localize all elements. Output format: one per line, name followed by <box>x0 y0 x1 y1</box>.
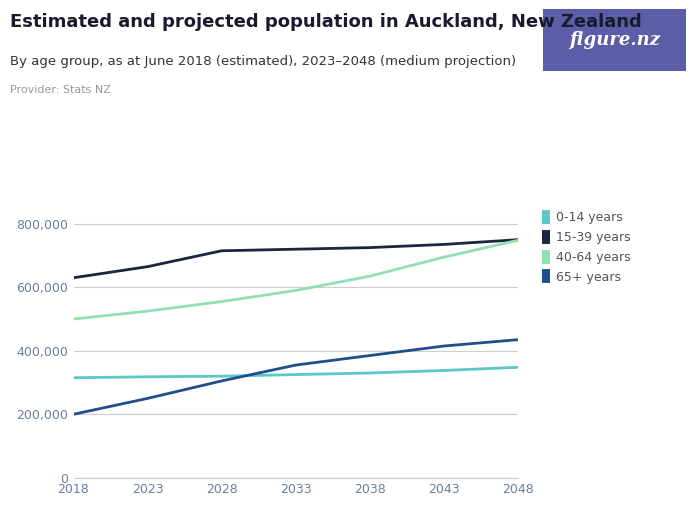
Legend: 0-14 years, 15-39 years, 40-64 years, 65+ years: 0-14 years, 15-39 years, 40-64 years, 65… <box>542 211 631 284</box>
Text: By age group, as at June 2018 (estimated), 2023–2048 (medium projection): By age group, as at June 2018 (estimated… <box>10 55 517 68</box>
Text: Estimated and projected population in Auckland, New Zealand: Estimated and projected population in Au… <box>10 13 643 31</box>
Text: figure.nz: figure.nz <box>568 31 659 49</box>
Text: Provider: Stats NZ: Provider: Stats NZ <box>10 85 111 95</box>
